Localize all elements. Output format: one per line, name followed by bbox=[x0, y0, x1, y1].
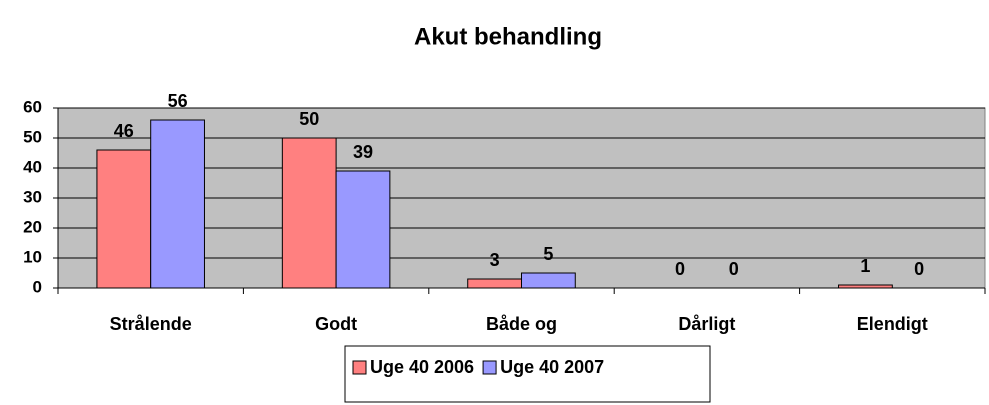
legend-label: Uge 40 2007 bbox=[500, 357, 604, 377]
data-label: 56 bbox=[168, 91, 188, 111]
x-tick-label: Dårligt bbox=[678, 314, 735, 334]
data-label: 1 bbox=[860, 256, 870, 276]
legend-swatch bbox=[482, 360, 497, 375]
y-tick-label: 20 bbox=[23, 217, 42, 236]
bar bbox=[467, 278, 523, 289]
bar bbox=[150, 119, 205, 289]
legend-box bbox=[344, 345, 711, 403]
y-tick-label: 60 bbox=[23, 97, 42, 116]
data-label: 0 bbox=[729, 259, 739, 279]
x-tick-label: Godt bbox=[315, 314, 357, 334]
chart-title: Akut behandling bbox=[414, 23, 602, 50]
y-tick-label: 40 bbox=[23, 157, 42, 176]
data-label: 5 bbox=[543, 244, 553, 264]
x-tick-label: Elendigt bbox=[857, 314, 928, 334]
bar bbox=[281, 137, 337, 289]
legend-label: Uge 40 2006 bbox=[370, 357, 474, 377]
y-tick-label: 0 bbox=[33, 277, 42, 296]
legend-swatch bbox=[352, 360, 367, 375]
y-tick-label: 30 bbox=[23, 187, 42, 206]
bar bbox=[96, 149, 152, 289]
bar bbox=[521, 272, 576, 289]
y-tick-label: 50 bbox=[23, 127, 42, 146]
data-label: 0 bbox=[914, 259, 924, 279]
data-label: 39 bbox=[353, 142, 373, 162]
data-label: 0 bbox=[675, 259, 685, 279]
y-tick-label: 10 bbox=[23, 247, 42, 266]
data-label: 46 bbox=[114, 121, 134, 141]
data-label: 3 bbox=[490, 250, 500, 270]
data-label: 50 bbox=[299, 109, 319, 129]
x-tick-label: Strålende bbox=[110, 314, 192, 334]
bar bbox=[335, 170, 391, 289]
bar bbox=[838, 284, 893, 289]
x-tick-label: Både og bbox=[486, 314, 557, 334]
